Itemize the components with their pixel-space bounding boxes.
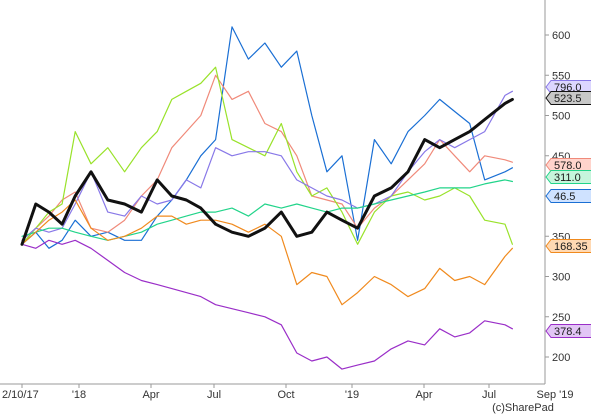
value-tag [545, 324, 591, 338]
y-tick-label: 250 [552, 312, 570, 324]
x-tick-label: '19 [345, 389, 359, 401]
x-tick-label: Jul [482, 389, 496, 401]
y-tick-label: 200 [552, 352, 570, 364]
series-line [21, 239, 514, 370]
value-tag [545, 91, 591, 105]
x-tick-label: Oct [277, 389, 294, 401]
y-tick-label: 300 [552, 272, 570, 284]
y-tick-label: 600 [552, 30, 570, 42]
chart-credit: (c)SharePad [492, 402, 554, 414]
x-tick-label: Apr [415, 389, 432, 401]
value-tag-label: 378.4 [554, 326, 582, 338]
series-line [21, 26, 514, 249]
x-tick-label: '18 [72, 389, 86, 401]
value-tag-label: 46.5 [554, 191, 575, 203]
value-tag [545, 170, 591, 184]
value-tag [545, 239, 591, 253]
x-tick-label: Apr [142, 389, 159, 401]
series-line [21, 199, 514, 306]
x-tick-label: 2/10/17 [2, 389, 39, 401]
series-line [21, 66, 514, 245]
x-tick-label: Sep '19 [537, 389, 574, 401]
value-tag [545, 189, 591, 203]
value-tag-label: 168.35 [554, 241, 588, 253]
series-line [21, 74, 514, 241]
series-lines [20, 26, 514, 370]
plot-frame [0, 0, 546, 385]
y-tick-label: 500 [552, 111, 570, 123]
y-tick-label: 550 [552, 70, 570, 82]
value-tag-label: 523.5 [554, 93, 582, 105]
value-tag-label: 578.0 [554, 160, 582, 172]
value-tag [545, 158, 591, 172]
series-line [21, 179, 514, 241]
x-tick-label: Jul [207, 389, 221, 401]
series-line-bold [20, 97, 514, 246]
value-tag-label: 311.0 [554, 172, 581, 184]
x-axis: 2/10/17 '18 Apr Jul Oct '19 Apr Jul Sep '19 [2, 384, 573, 401]
